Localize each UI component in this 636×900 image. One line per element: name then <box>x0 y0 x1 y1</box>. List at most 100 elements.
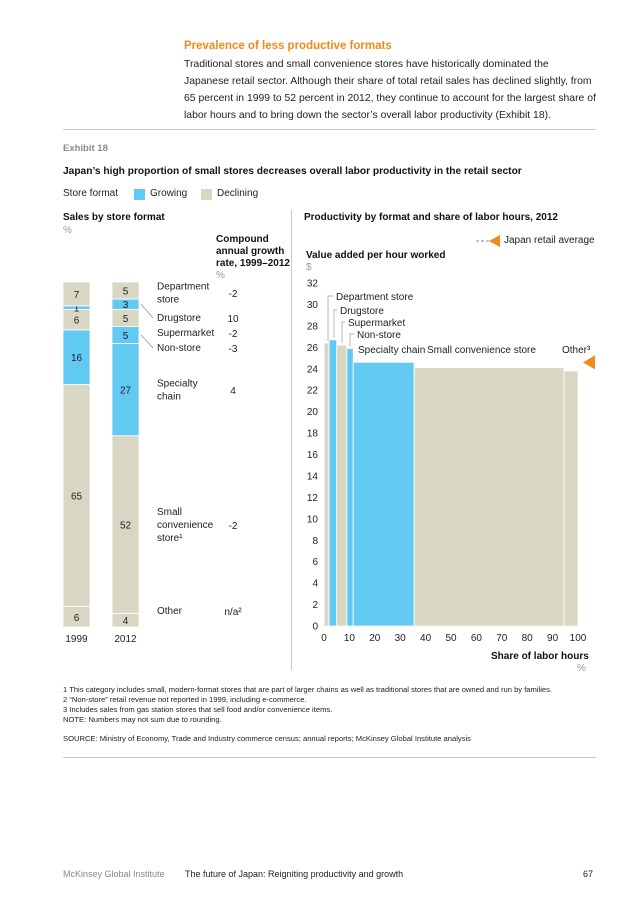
panel-divider <box>291 210 292 670</box>
bar-label-department-store: Department store <box>336 292 414 303</box>
segment-name-specialty-chain: Specialty chain <box>157 379 198 403</box>
y-tick-label-28: 28 <box>307 321 319 332</box>
footer-report-title: The future of Japan: Reigniting producti… <box>185 869 404 879</box>
y-tick-label-4: 4 <box>312 579 318 590</box>
footnote-3: 3 Includes sales from gas station stores… <box>63 705 333 714</box>
japan-average-marker <box>583 355 595 370</box>
stack-value-label-small-convenience-store-2012: 52 <box>120 521 132 532</box>
cagr-unit: % <box>216 270 225 281</box>
bar-leader-department-store <box>327 295 333 342</box>
legend-declining-label: Declining <box>217 188 259 199</box>
bar-label-small-convenience-store: Small convenience store <box>427 345 536 356</box>
x-tick-label-30: 30 <box>395 633 407 644</box>
leader-line-non-store <box>140 334 154 349</box>
stack-value-label-drugstore-1999: 1 <box>74 304 80 315</box>
x-tick-label-90: 90 <box>547 633 559 644</box>
productivity-bar-specialty-chain <box>352 361 415 627</box>
y-tick-label-22: 22 <box>307 386 319 397</box>
left-panel-unit: % <box>63 225 72 236</box>
segment-name-department-store: Department store <box>157 282 209 306</box>
y-tick-label-30: 30 <box>307 300 319 311</box>
productivity-bar-non-store <box>346 347 354 627</box>
y-tick-label-20: 20 <box>307 407 319 418</box>
bar-label-drugstore: Drugstore <box>340 306 384 317</box>
cagr-value-department-store: -2 <box>229 289 238 300</box>
x-axis-title: Share of labor hours <box>491 651 589 662</box>
footnote-1: 1 This category includes small, modern-f… <box>63 685 553 694</box>
y-axis-title: Value added per hour worked <box>306 250 446 261</box>
cagr-value-drugstore: 10 <box>227 314 239 325</box>
category-label-1999: 1999 <box>65 634 88 645</box>
y-tick-label-18: 18 <box>307 429 319 440</box>
stack-value-label-specialty-chain-1999: 16 <box>71 353 83 364</box>
stack-value-label-supermarket-1999: 6 <box>74 316 80 327</box>
x-axis-unit: % <box>577 663 586 674</box>
bar-label-non-store: Non-store <box>357 330 401 341</box>
bar-leader-supermarket <box>341 321 345 344</box>
footnote-source: SOURCE: Ministry of Economy, Trade and I… <box>63 734 471 743</box>
segment-name-non-store: Non-store <box>157 343 201 354</box>
productivity-bar-department-store <box>323 342 330 627</box>
stack-segment-specialty-chain-1999 <box>62 329 91 385</box>
productivity-bar-other <box>563 370 579 627</box>
productivity-bar-drugstore <box>328 339 338 627</box>
category-label-2012: 2012 <box>114 634 137 645</box>
segment-name-drugstore: Drugstore <box>157 313 201 324</box>
cagr-value-supermarket: -2 <box>229 329 238 340</box>
bar-leader-non-store <box>349 333 354 347</box>
y-tick-label-16: 16 <box>307 450 319 461</box>
y-tick-label-2: 2 <box>312 600 318 611</box>
leader-line-drugstore <box>140 303 154 319</box>
cagr-title: Compound annual growth rate, 1999–2012 <box>216 234 290 269</box>
stack-value-label-department-store-1999: 7 <box>74 290 80 301</box>
legend-growing-label: Growing <box>150 188 188 199</box>
segment-name-supermarket: Supermarket <box>157 328 214 339</box>
segment-name-small-convenience-store: Small convenience store¹ <box>157 507 214 544</box>
intro-paragraph: Traditional stores and small convenience… <box>184 59 596 121</box>
top-divider <box>63 129 596 130</box>
legend-declining-swatch <box>201 189 212 200</box>
x-tick-label-80: 80 <box>522 633 534 644</box>
x-tick-label-50: 50 <box>445 633 457 644</box>
y-tick-label-14: 14 <box>307 471 319 482</box>
right-panel-title: Productivity by format and share of labo… <box>304 212 558 223</box>
x-tick-label-100: 100 <box>570 633 587 644</box>
exhibit-label: Exhibit 18 <box>63 143 108 154</box>
exhibit-title: Japan’s high proportion of small stores … <box>63 166 522 177</box>
stack-segment-department-store-2012 <box>111 281 140 300</box>
japan-average-legend-label: Japan retail average <box>504 235 595 246</box>
cagr-value-non-store: -3 <box>229 344 238 355</box>
stack-value-label-department-store-2012: 5 <box>123 287 129 298</box>
cagr-value-specialty-chain: 4 <box>230 386 236 397</box>
bar-leader-drugstore <box>333 309 337 338</box>
y-tick-label-8: 8 <box>312 536 318 547</box>
y-tick-label-10: 10 <box>307 514 319 525</box>
x-tick-label-40: 40 <box>420 633 432 644</box>
y-tick-label-32: 32 <box>307 279 319 290</box>
bar-label-specialty-chain: Specialty chain <box>358 345 425 356</box>
left-panel-title: Sales by store format <box>63 212 165 223</box>
y-tick-label-6: 6 <box>312 557 318 568</box>
productivity-bar-supermarket <box>336 344 348 627</box>
y-tick-label-0: 0 <box>312 622 318 633</box>
stack-value-label-specialty-chain-2012: 27 <box>120 386 132 397</box>
stack-value-label-other-2012: 4 <box>123 616 129 627</box>
footer-publisher: McKinsey Global Institute <box>63 869 165 879</box>
legend-growing-swatch <box>134 189 145 200</box>
cagr-value-small-convenience-store: -2 <box>229 521 238 532</box>
legend-store-format: Store format <box>63 188 119 199</box>
x-tick-label-70: 70 <box>496 633 508 644</box>
x-tick-label-60: 60 <box>471 633 483 644</box>
footnote-2: 2 “Non-store” retail revenue not reporte… <box>63 695 307 704</box>
bar-label-supermarket: Supermarket <box>348 318 405 329</box>
segment-name-other: Other <box>157 606 183 617</box>
stack-value-label-drugstore-2012: 3 <box>123 300 129 311</box>
x-tick-label-10: 10 <box>344 633 356 644</box>
bar-label-other: Other³ <box>562 345 591 356</box>
intro-title: Prevalence of less productive formats <box>184 40 392 52</box>
productivity-bar-small-convenience-store <box>413 367 565 627</box>
bottom-divider <box>63 757 596 758</box>
